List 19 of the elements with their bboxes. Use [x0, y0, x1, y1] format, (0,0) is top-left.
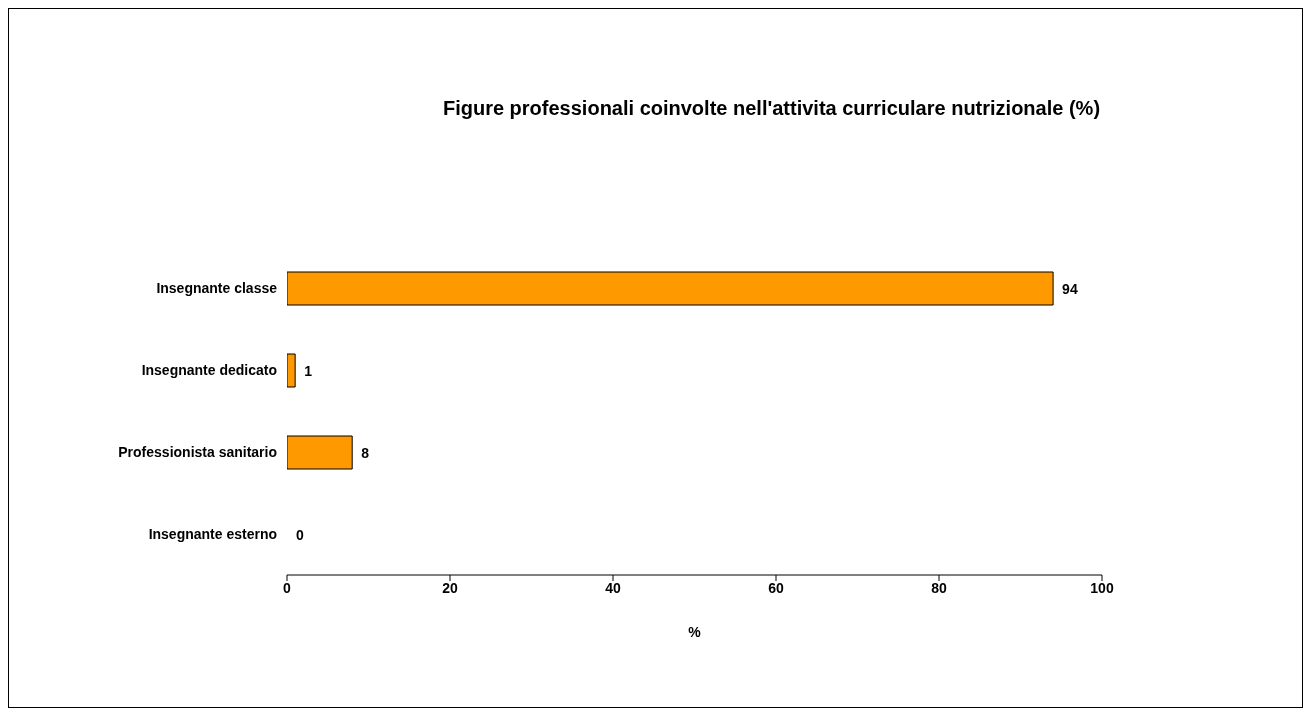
- bar: [287, 353, 296, 388]
- x-axis-title: %: [688, 624, 702, 640]
- x-tick-label: 60: [768, 579, 784, 596]
- x-tick-label: 100: [1090, 579, 1114, 596]
- x-tick-label: 20: [442, 579, 458, 596]
- bar: [287, 435, 353, 470]
- x-tick-label: 40: [605, 579, 621, 596]
- data-label: 0: [296, 527, 304, 543]
- y-tick-label: Insegnante dedicato: [141, 361, 277, 378]
- data-label: 1: [304, 363, 313, 379]
- data-label: 94: [1062, 281, 1078, 297]
- y-tick-label: Professionista sanitario: [118, 443, 277, 460]
- y-tick-label: Insegnante classe: [156, 279, 278, 296]
- data-label: 8: [361, 445, 370, 461]
- y-tick-label: Insegnante esterno: [148, 525, 277, 542]
- x-tick-label: 80: [931, 579, 947, 596]
- chart-title: Figure professionali coinvolte nell'attivita curriculare nutrizionale (%): [441, 97, 1102, 120]
- x-tick-label: 0: [283, 579, 292, 596]
- bar: [287, 271, 1054, 306]
